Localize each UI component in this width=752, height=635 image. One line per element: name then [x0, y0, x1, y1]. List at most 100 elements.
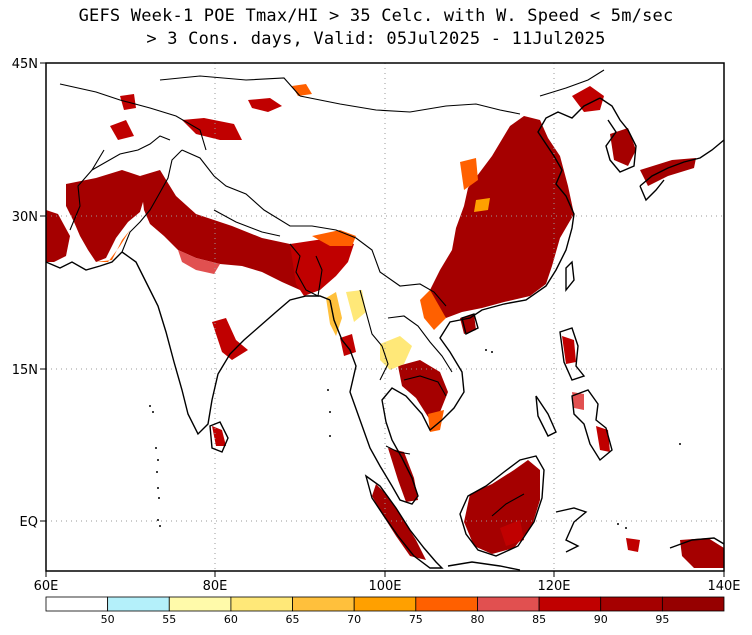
shade-ganges-edge [178, 250, 220, 274]
tick-marks [40, 62, 725, 577]
map-background [46, 63, 724, 571]
shade-myanmar-north [346, 290, 366, 322]
colorbar-swatch [107, 596, 170, 612]
colorbar-swatch [353, 596, 417, 612]
border-ne-china [539, 69, 605, 97]
colorbar-label: 60 [224, 613, 238, 626]
colorbar-label: 85 [532, 613, 546, 626]
shade-central-asia-1 [248, 98, 282, 112]
colorbar-swatch [230, 596, 293, 612]
shade-visayas [572, 392, 584, 410]
coast-java [447, 561, 521, 571]
shade-east-coast [212, 318, 248, 360]
coast-borneo [459, 455, 545, 557]
border-central-asia [59, 83, 207, 151]
shade-bangladesh [290, 238, 354, 296]
coast-new-guinea [669, 537, 724, 549]
colorbar-label: 75 [409, 613, 423, 626]
lon-label-80e: 80E [203, 579, 228, 594]
border-mongolia [299, 95, 521, 115]
lon-label-60e: 60E [34, 579, 59, 594]
border-malaysia [385, 445, 411, 455]
border-bangladesh [289, 243, 323, 297]
colorbar-swatch [538, 596, 602, 612]
colorbar-swatch [45, 596, 109, 612]
border-myanmar-thailand [359, 289, 389, 381]
shade-japan [640, 158, 696, 186]
shade-china [430, 116, 574, 318]
coast-myanmar [329, 97, 601, 505]
colorbar-label: 80 [470, 613, 484, 626]
colorbar-swatch [477, 596, 540, 612]
lat-label-30n: 30N [12, 210, 38, 225]
colorbar-swatch [415, 596, 478, 612]
lon-label-120e: 120E [537, 579, 570, 594]
coast-sulawesi [555, 507, 588, 553]
colorbar-swatch [292, 596, 355, 612]
coast-luzon [559, 327, 586, 381]
colorbar-label: 65 [286, 613, 300, 626]
shade-china-edge [420, 290, 446, 330]
shade-central-asia-2 [182, 118, 242, 140]
colorbar-label: 55 [162, 613, 176, 626]
coast-sri-lanka [209, 421, 229, 453]
coast-taiwan [565, 260, 575, 292]
colorbar-swatch [661, 596, 725, 612]
border-borneo [491, 493, 525, 517]
coast-persian-gulf [46, 251, 123, 271]
shade-central-asia-3 [110, 120, 134, 140]
border-laos [387, 315, 453, 373]
lon-label-100e: 100E [368, 579, 401, 594]
country-borders [59, 69, 605, 517]
lat-label-15n: 15N [12, 363, 38, 378]
coast-japan-south [639, 179, 665, 202]
shade-malaya [388, 448, 418, 502]
shade-pakistan-edge [96, 230, 130, 262]
shade-ne-china [572, 86, 604, 112]
coast-philippines-south [571, 389, 613, 462]
colorbar-label: 90 [594, 613, 608, 626]
shade-luzon [562, 336, 576, 364]
coast-palawan [535, 395, 557, 437]
shade-sri-lanka [212, 426, 226, 446]
coast-hainan [461, 313, 479, 336]
colorbar: 50 55 60 65 70 75 80 85 90 95 [45, 596, 725, 626]
colorbar-swatch [168, 596, 232, 612]
coastlines [46, 97, 724, 571]
shade-myanmar-south [340, 334, 356, 356]
lon-label-140e: 140E [707, 579, 740, 594]
shade-thailand-edge [380, 336, 412, 370]
colorbar-label: 50 [101, 613, 115, 626]
border-nepal [213, 209, 281, 237]
shade-mindanao [596, 426, 610, 452]
shade-china-north [460, 158, 478, 190]
border-iran-pakistan [69, 149, 105, 231]
shade-arabia [46, 210, 70, 262]
border-afghanistan [91, 135, 171, 171]
border-kazakh [159, 75, 301, 97]
shade-ganges [140, 170, 318, 290]
shade-borneo-edge [500, 520, 524, 546]
colorbar-label: 70 [347, 613, 361, 626]
map-title-line-2: > 3 Cons. days, Valid: 05Jul2025 - 11Jul… [146, 29, 606, 49]
lat-label-eq: EQ [20, 515, 38, 530]
border-pakistan-india [121, 149, 183, 253]
small-islands [149, 349, 681, 529]
shade-korea [610, 128, 636, 166]
border-china-west [181, 149, 447, 307]
grid-lines [46, 63, 724, 571]
coast-japan [639, 139, 724, 187]
shade-cambodia-south [428, 410, 444, 432]
shade-new-guinea [680, 538, 724, 568]
colorbar-swatch [600, 596, 663, 612]
shade-china-north2 [474, 198, 490, 212]
lat-label-45n: 45N [12, 57, 38, 72]
map-title-line-1: GEFS Week-1 POE Tmax/HI > 35 Celc. with … [78, 6, 674, 26]
coast-india [121, 251, 331, 436]
coast-sumatra [364, 474, 444, 569]
shade-sulawesi [626, 538, 640, 552]
border-cambodia [403, 375, 447, 397]
colorbar-label: 95 [655, 613, 669, 626]
shade-thailand [398, 360, 448, 420]
